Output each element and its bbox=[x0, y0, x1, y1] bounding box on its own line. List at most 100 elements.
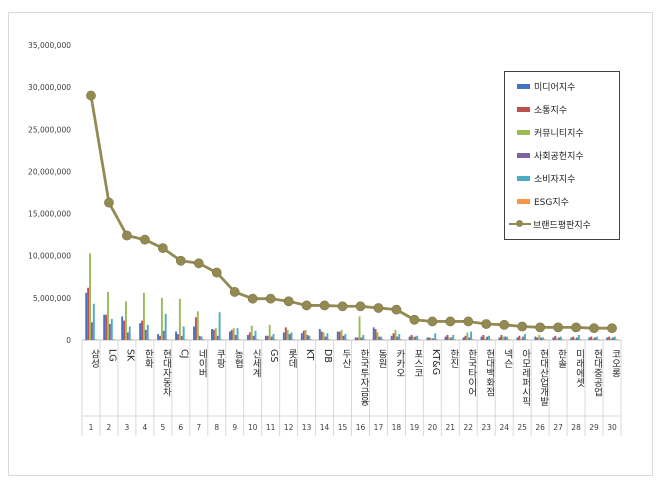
brand-reputation-point bbox=[175, 255, 186, 266]
bar-media bbox=[480, 336, 483, 340]
x-category-label: 한화 bbox=[142, 349, 153, 369]
bar-media bbox=[157, 334, 160, 340]
legend-item-brand_line: 브랜드평판지수 bbox=[509, 216, 591, 232]
bar-esg bbox=[220, 339, 223, 340]
brand-reputation-point bbox=[517, 321, 528, 332]
rank-label: 27 bbox=[553, 423, 563, 432]
bar-esg bbox=[292, 339, 295, 340]
bar-community bbox=[448, 337, 451, 340]
x-category-label: 롯데 bbox=[286, 349, 297, 369]
bar-media bbox=[534, 336, 537, 340]
bar-community bbox=[394, 329, 397, 340]
bar-community bbox=[484, 338, 487, 340]
x-category-label: 현대백화점 bbox=[484, 349, 495, 397]
bar-esg bbox=[364, 339, 367, 340]
bar-social bbox=[432, 338, 435, 340]
legend-label: 미디어지수 bbox=[534, 82, 576, 93]
x-category-label: 미래에셋 bbox=[574, 349, 585, 388]
bar-consumer bbox=[452, 334, 455, 340]
bar-consumer bbox=[398, 334, 401, 340]
legend-label: ESG지수 bbox=[534, 197, 569, 208]
bar-esg bbox=[525, 339, 528, 340]
bar-communication bbox=[159, 335, 161, 340]
bar-communication bbox=[482, 334, 485, 340]
y-tick-label: 5,000,000 bbox=[33, 294, 71, 303]
bar-media bbox=[462, 337, 465, 340]
legend-item-media: 미디어지수 bbox=[517, 78, 575, 94]
bar-communication bbox=[248, 332, 251, 340]
bar-esg bbox=[561, 339, 564, 340]
bar-media bbox=[354, 337, 357, 340]
bar-community bbox=[322, 332, 325, 340]
brand-reputation-point bbox=[86, 90, 96, 101]
x-category-label: 신세계 bbox=[250, 349, 261, 378]
brand-reputation-point bbox=[104, 197, 114, 208]
bar-communication bbox=[518, 335, 521, 340]
legend-item-community: 커뮤니티지수 bbox=[517, 124, 584, 140]
bar-social bbox=[594, 337, 596, 340]
brand-reputation-point bbox=[229, 287, 240, 297]
bar-social bbox=[558, 337, 561, 340]
bar-communication bbox=[446, 334, 449, 340]
bar-consumer bbox=[506, 336, 509, 340]
rank-label: 23 bbox=[481, 423, 491, 432]
rank-label: 5 bbox=[160, 423, 165, 432]
bar-community bbox=[412, 336, 415, 340]
bar-consumer bbox=[542, 337, 544, 340]
legend-swatch-icon bbox=[517, 198, 530, 204]
bar-media bbox=[121, 316, 124, 340]
rank-label: 16 bbox=[356, 423, 366, 432]
x-category-label: 한국투자금융 bbox=[358, 349, 369, 406]
bar-media bbox=[103, 314, 106, 340]
bar-media bbox=[336, 331, 339, 340]
rank-label: 4 bbox=[142, 423, 147, 432]
bar-consumer bbox=[362, 334, 365, 340]
bar-esg bbox=[94, 339, 97, 340]
brand-reputation-point bbox=[409, 314, 420, 325]
bar-community bbox=[376, 332, 379, 340]
legend-label: 커뮤니티지수 bbox=[534, 128, 584, 139]
bar-consumer bbox=[595, 336, 598, 340]
bar-media bbox=[552, 337, 555, 340]
x-category-label: 포스코 bbox=[412, 349, 423, 378]
bar-communication bbox=[284, 327, 287, 340]
x-category-label: 넥슨 bbox=[502, 349, 513, 368]
x-category-label: 코오롱 bbox=[610, 349, 621, 378]
x-category-label: 한국타이어 bbox=[466, 349, 477, 397]
bar-media bbox=[444, 336, 447, 340]
bar-consumer bbox=[200, 336, 203, 340]
bar-consumer bbox=[146, 324, 149, 340]
bar-esg bbox=[328, 339, 331, 340]
brand-reputation-point bbox=[607, 323, 617, 334]
bar-esg bbox=[130, 339, 133, 340]
bar-social bbox=[126, 332, 129, 340]
x-category-label: 카카오 bbox=[394, 349, 405, 378]
bar-media bbox=[175, 331, 178, 340]
legend-label: 사회공헌지수 bbox=[534, 151, 584, 162]
x-category-label: 현대산업개발 bbox=[538, 349, 549, 406]
bar-consumer bbox=[254, 330, 257, 340]
bar-communication bbox=[194, 317, 197, 340]
bar-communication bbox=[572, 336, 575, 340]
bar-social bbox=[252, 335, 255, 340]
chart-frame: 0 5,000,000 10,000,000 15,000,000 20,000,000… bbox=[8, 12, 653, 476]
bar-communication bbox=[105, 314, 108, 340]
legend-swatch-icon bbox=[517, 83, 530, 89]
bar-consumer bbox=[416, 335, 419, 340]
bar-media bbox=[318, 329, 321, 340]
bar-consumer bbox=[613, 336, 616, 340]
bar-communication bbox=[320, 331, 323, 340]
bar-community bbox=[610, 338, 613, 340]
rank-label: 6 bbox=[178, 423, 183, 432]
brand-reputation-point bbox=[193, 258, 204, 269]
x-category-label: 한진 bbox=[448, 349, 459, 368]
bar-community bbox=[340, 329, 343, 340]
legend-label: 브랜드평판지수 bbox=[533, 220, 591, 231]
bar-esg bbox=[166, 339, 169, 340]
bar-communication bbox=[392, 333, 395, 340]
bar-media bbox=[300, 333, 303, 340]
x-category-label: 한솔 bbox=[556, 349, 567, 368]
bar-social bbox=[270, 336, 273, 340]
bar-community bbox=[160, 297, 163, 340]
bar-community bbox=[178, 298, 181, 340]
